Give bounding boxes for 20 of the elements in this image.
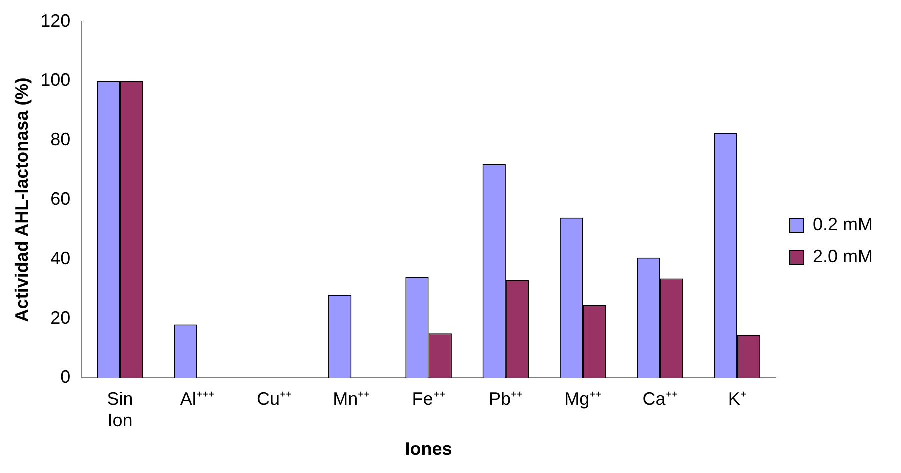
x-tick-label: Pb⁺⁺ — [488, 388, 523, 409]
y-tick-label: 0 — [60, 367, 71, 388]
y-axis-title: Actividad AHL-lactonasa (%) — [12, 78, 32, 322]
x-tick-label: Cu⁺⁺ — [257, 388, 292, 409]
x-tick-label: Mg⁺⁺ — [564, 388, 602, 409]
x-tick-label: K⁺ — [728, 388, 746, 409]
x-axis-title: Iones — [405, 439, 452, 460]
y-tick-label: 20 — [50, 308, 71, 328]
x-tick-label: Ca⁺⁺ — [642, 388, 678, 409]
x-tick-label: Mn⁺⁺ — [333, 388, 370, 409]
y-tick-label: 40 — [50, 248, 71, 268]
y-tick-label: 80 — [50, 130, 71, 150]
x-tick-label: Al⁺⁺⁺ — [180, 388, 214, 409]
x-tick-label: Fe⁺⁺ — [412, 388, 446, 409]
legend-label: 0.2 mM — [812, 214, 874, 234]
y-tick-label: 60 — [50, 188, 71, 209]
legend-label: 2.0 mM — [812, 246, 874, 266]
y-tick-label: 100 — [40, 70, 71, 90]
x-tick-label: Sin Ion — [107, 388, 134, 431]
y-tick-label: 120 — [40, 10, 71, 31]
